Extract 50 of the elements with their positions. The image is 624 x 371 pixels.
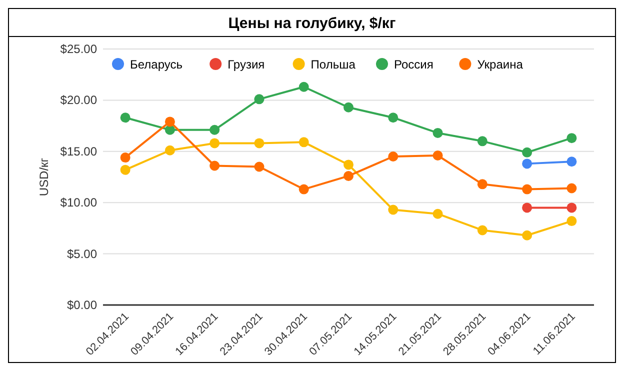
point [298, 184, 309, 194]
chart-title: Цены на голубику, $/кг [228, 15, 396, 32]
point [566, 133, 577, 144]
point [432, 208, 443, 219]
point [522, 202, 532, 213]
point [388, 204, 398, 215]
point [432, 150, 443, 160]
point [522, 184, 532, 194]
point [254, 138, 264, 148]
point [522, 158, 532, 169]
point [254, 94, 264, 104]
point [344, 170, 354, 181]
legend-label: Россия [394, 58, 434, 72]
point [254, 162, 264, 172]
y-tick-label: $25.00 [60, 42, 98, 56]
y-tick-label: $0.00 [66, 298, 98, 312]
point [210, 138, 220, 148]
y-axis-title: USD/кг [37, 157, 51, 196]
point [522, 230, 532, 240]
y-tick-label: $10.00 [60, 196, 98, 210]
point [164, 116, 175, 127]
legend-label: Беларусь [130, 58, 182, 72]
point [566, 202, 577, 213]
point [566, 156, 577, 167]
point [477, 225, 488, 236]
point [477, 179, 488, 190]
point [522, 147, 532, 158]
point [388, 112, 398, 123]
point [164, 124, 175, 135]
y-tick-label: $20.00 [60, 93, 98, 108]
point [120, 112, 130, 123]
point [164, 145, 175, 156]
y-tick-label: $15.00 [60, 144, 98, 158]
point [388, 152, 398, 162]
point [298, 137, 309, 148]
legend-label: Польша [310, 58, 356, 72]
point [344, 160, 354, 170]
y-tick-label: $5.00 [66, 246, 98, 261]
point [432, 128, 443, 138]
point [566, 183, 577, 194]
point [120, 164, 130, 175]
point [566, 216, 577, 226]
point [477, 136, 488, 146]
legend-label: Грузия [228, 58, 265, 72]
point [344, 102, 354, 112]
legend-label: Украина [477, 58, 524, 72]
point [210, 160, 220, 171]
point [298, 82, 309, 92]
point [210, 124, 220, 135]
point [120, 152, 130, 163]
